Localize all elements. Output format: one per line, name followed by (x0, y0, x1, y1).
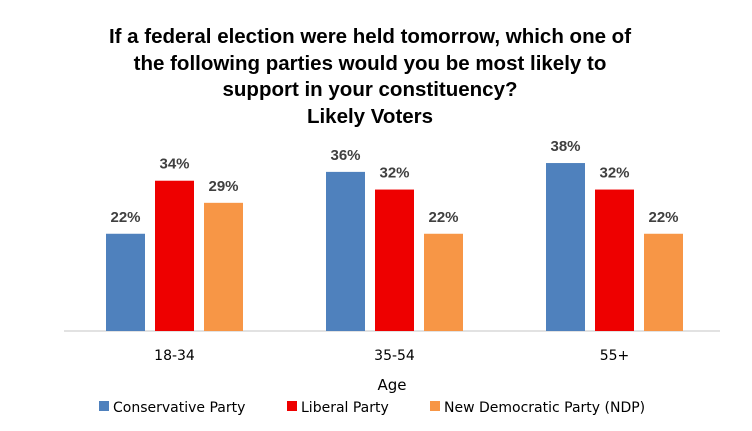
legend-swatch (430, 401, 440, 411)
chart-title: If a federal election were held tomorrow… (40, 24, 700, 130)
legend-label: Conservative Party (113, 400, 245, 416)
bar (155, 180, 194, 331)
bar (595, 189, 634, 331)
bar (424, 233, 463, 331)
legend-swatch (99, 401, 109, 411)
data-label: 34% (159, 156, 189, 173)
title-line: the following parties would you be most … (133, 51, 607, 75)
bar (204, 202, 243, 331)
data-label: 22% (428, 209, 458, 226)
x-axis-label: Age (377, 376, 406, 394)
title-line: Likely Voters (306, 104, 434, 128)
bar (326, 171, 365, 331)
data-label: 38% (550, 138, 580, 155)
title-line: If a federal election were held tomorrow… (108, 25, 632, 48)
title-line: support in your constituency? (222, 78, 518, 101)
x-tick-label: 55+ (600, 348, 630, 364)
bar (375, 189, 414, 331)
x-tick-label: 18-34 (154, 348, 195, 364)
data-label: 29% (208, 178, 238, 195)
data-label: 32% (379, 165, 409, 182)
x-tick-label: 35-54 (374, 348, 415, 364)
legend-swatch (287, 401, 297, 411)
bar (546, 163, 585, 331)
legend-label: New Democratic Party (NDP) (444, 400, 645, 416)
data-label: 22% (648, 209, 678, 226)
bar (644, 233, 683, 331)
bar (106, 233, 145, 331)
data-label: 22% (110, 209, 140, 226)
legend-label: Liberal Party (301, 400, 389, 416)
data-label: 36% (330, 147, 360, 164)
data-label: 32% (599, 165, 629, 182)
